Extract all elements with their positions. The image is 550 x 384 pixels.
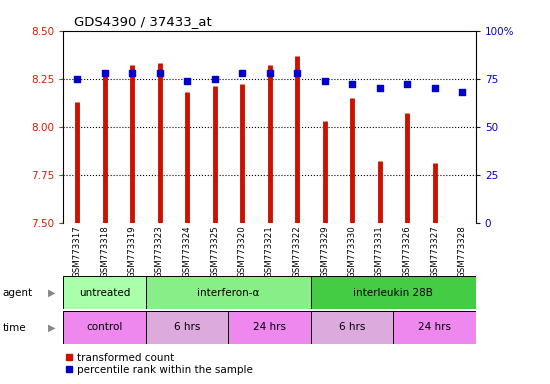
Text: interferon-α: interferon-α — [197, 288, 260, 298]
Text: time: time — [3, 323, 26, 333]
Point — [458, 89, 466, 95]
Point — [100, 70, 109, 76]
Point — [265, 70, 274, 76]
Text: GSM773326: GSM773326 — [403, 225, 411, 278]
Text: GSM773321: GSM773321 — [265, 225, 274, 278]
Point — [210, 76, 219, 82]
Point — [403, 81, 411, 88]
Text: GSM773320: GSM773320 — [238, 225, 246, 278]
Point — [293, 70, 301, 76]
Text: 6 hrs: 6 hrs — [174, 322, 200, 333]
Text: GSM773325: GSM773325 — [210, 225, 219, 278]
Point — [430, 85, 439, 91]
Text: 24 hrs: 24 hrs — [253, 322, 286, 333]
Text: GDS4390 / 37433_at: GDS4390 / 37433_at — [74, 15, 212, 28]
Text: 6 hrs: 6 hrs — [339, 322, 365, 333]
Text: GSM773331: GSM773331 — [375, 225, 384, 278]
Point — [128, 70, 136, 76]
Point — [320, 78, 329, 84]
Point — [238, 70, 246, 76]
Bar — [311, 276, 476, 309]
Text: GSM773323: GSM773323 — [155, 225, 164, 278]
Point — [73, 76, 81, 82]
Bar — [228, 311, 311, 344]
Text: agent: agent — [3, 288, 33, 298]
Text: interleukin 28B: interleukin 28B — [353, 288, 433, 298]
Text: ▶: ▶ — [47, 288, 55, 298]
Point — [375, 85, 384, 91]
Bar — [393, 311, 476, 344]
Text: GSM773324: GSM773324 — [183, 225, 191, 278]
Text: GSM773328: GSM773328 — [458, 225, 466, 278]
Text: GSM773317: GSM773317 — [73, 225, 81, 278]
Point — [183, 78, 191, 84]
Text: GSM773329: GSM773329 — [320, 225, 329, 278]
Text: untreated: untreated — [79, 288, 130, 298]
Text: GSM773318: GSM773318 — [100, 225, 109, 278]
Bar — [311, 311, 393, 344]
Bar — [63, 276, 146, 309]
Text: ▶: ▶ — [47, 323, 55, 333]
Text: GSM773322: GSM773322 — [293, 225, 301, 278]
Point — [348, 81, 356, 88]
Text: GSM773330: GSM773330 — [348, 225, 356, 278]
Bar — [146, 311, 228, 344]
Text: 24 hrs: 24 hrs — [418, 322, 451, 333]
Text: GSM773327: GSM773327 — [430, 225, 439, 278]
Text: GSM773319: GSM773319 — [128, 225, 136, 278]
Bar — [146, 276, 311, 309]
Legend: transformed count, percentile rank within the sample: transformed count, percentile rank withi… — [60, 348, 257, 379]
Bar — [63, 311, 146, 344]
Point — [155, 70, 164, 76]
Text: control: control — [86, 322, 123, 333]
